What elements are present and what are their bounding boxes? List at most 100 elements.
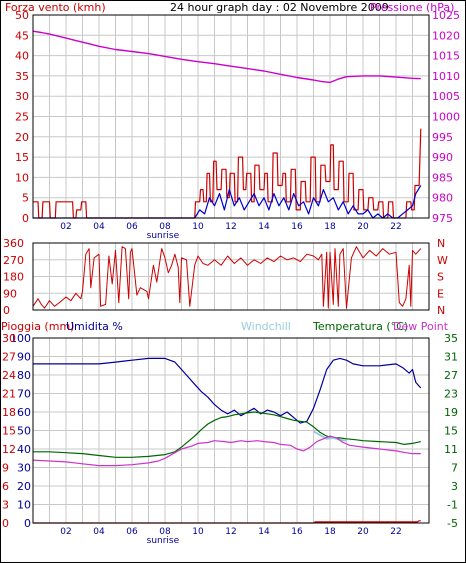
x-tick-label: 14	[258, 527, 270, 537]
x-tick-label: 02	[60, 527, 71, 537]
wind-pressure-panel: 0510152025303540455097598098599099510001…	[15, 9, 460, 241]
y-tick-label: 25	[15, 111, 29, 124]
y-tick-label: 31	[444, 351, 458, 364]
x-tick-label: 06	[126, 222, 138, 232]
wind-axis-label: Forza vento (kmh)	[5, 1, 106, 14]
y-tick-label: 90	[3, 287, 17, 300]
y-tick-label: 35	[444, 332, 458, 345]
dewpoint-label: Dew Point	[393, 320, 449, 333]
rain-tick-label: 18	[2, 406, 16, 419]
y-tick-label: 360	[3, 237, 24, 250]
x-tick-label: 04	[93, 527, 105, 537]
y-tick-label: 1025	[432, 9, 460, 22]
y-tick-label: 35	[15, 70, 29, 83]
y-tick-label: 10	[15, 171, 29, 184]
y-tick-label: 270	[3, 254, 24, 267]
y-tick-label: 60	[17, 406, 31, 419]
y-tick-label: 40	[17, 443, 31, 456]
plot-border	[32, 14, 430, 219]
chart-title: 24 hour graph day : 02 Novembre 2009	[170, 1, 389, 14]
y-tick-label: 45	[15, 29, 29, 42]
y-tick-label: 20	[15, 131, 29, 144]
y-tick-label: -5	[447, 517, 458, 530]
y-tick-label: 995	[432, 131, 453, 144]
y-tick-label: 30	[15, 90, 29, 103]
y-tick-label: 5	[22, 192, 29, 205]
rain-tick-label: 21	[2, 388, 16, 401]
rain-tick-label: 30	[2, 332, 16, 345]
y-tick-label: 1010	[432, 70, 460, 83]
y-tick-label: 70	[17, 388, 31, 401]
compass-label: N	[437, 237, 445, 250]
series-humidity	[33, 357, 422, 424]
rain-tick-label: 27	[2, 351, 16, 364]
series-temperature	[33, 411, 421, 458]
rain-tick-label: 0	[2, 517, 9, 530]
rain-tick-label: 12	[2, 443, 16, 456]
series-gust	[33, 185, 422, 219]
plot-border	[32, 337, 430, 524]
x-tick-label: 16	[291, 527, 303, 537]
sunrise-label: sunrise	[147, 536, 180, 546]
x-tick-label: 18	[324, 527, 336, 537]
x-tick-label: 10	[192, 222, 204, 232]
y-tick-label: 100	[10, 332, 31, 345]
y-tick-label: 11	[444, 443, 458, 456]
y-tick-label: 985	[432, 171, 453, 184]
y-tick-label: 15	[444, 425, 458, 438]
x-tick-label: 22	[390, 527, 401, 537]
x-tick-label: 02	[60, 222, 71, 232]
y-tick-label: 27	[444, 369, 458, 382]
y-tick-label: 50	[15, 9, 29, 22]
rain-tick-label: 15	[2, 425, 16, 438]
compass-label: S	[437, 271, 444, 284]
y-tick-label: 19	[444, 406, 458, 419]
y-tick-label: 1000	[432, 111, 460, 124]
series-pressure	[32, 30, 421, 84]
y-tick-label: 15	[15, 151, 29, 164]
x-tick-label: 20	[357, 222, 369, 232]
x-tick-label: 04	[93, 222, 105, 232]
y-tick-label: 7	[451, 462, 458, 475]
x-tick-label: 22	[390, 222, 401, 232]
rain-tick-label: 24	[2, 369, 16, 382]
rain-tick-label: 6	[2, 480, 9, 493]
x-tick-label: 08	[159, 527, 171, 537]
y-tick-label: 980	[432, 192, 453, 205]
temperature-axis-label: Temperatura (°C)	[312, 320, 408, 333]
x-tick-label: 14	[258, 222, 270, 232]
humidity-temperature-panel: 0102030405060708090100036912151821242730…	[2, 332, 458, 546]
y-tick-label: 50	[17, 425, 31, 438]
x-tick-label: 06	[126, 527, 138, 537]
compass-label: W	[437, 254, 448, 267]
pressure-axis-label: Pressione (hPa)	[370, 1, 454, 14]
y-tick-label: 80	[17, 369, 31, 382]
y-tick-label: 180	[3, 271, 24, 284]
rain-tick-label: 3	[2, 499, 9, 512]
y-tick-label: 0	[3, 304, 10, 317]
y-tick-label: 90	[17, 351, 31, 364]
series-dewpoint	[32, 435, 421, 467]
rain-tick-label: 9	[2, 462, 9, 475]
x-tick-label: 12	[225, 527, 236, 537]
x-tick-label: 20	[357, 527, 369, 537]
y-tick-label: 0	[22, 212, 29, 225]
sunrise-label: sunrise	[147, 231, 180, 241]
humidity-axis-label: Umidita %	[66, 320, 123, 333]
x-tick-label: 10	[192, 527, 204, 537]
y-tick-label: 10	[17, 499, 31, 512]
y-tick-label: 1020	[432, 29, 460, 42]
y-tick-label: 3	[451, 480, 458, 493]
compass-label: N	[437, 304, 445, 317]
x-tick-label: 12	[225, 222, 236, 232]
y-tick-label: 990	[432, 151, 453, 164]
y-tick-label: 1005	[432, 90, 460, 103]
y-tick-label: 23	[444, 388, 458, 401]
x-tick-label: 18	[324, 222, 336, 232]
y-tick-label: 975	[432, 212, 453, 225]
y-tick-label: 30	[17, 462, 31, 475]
y-tick-label: 1015	[432, 50, 460, 63]
x-tick-label: 08	[159, 222, 171, 232]
